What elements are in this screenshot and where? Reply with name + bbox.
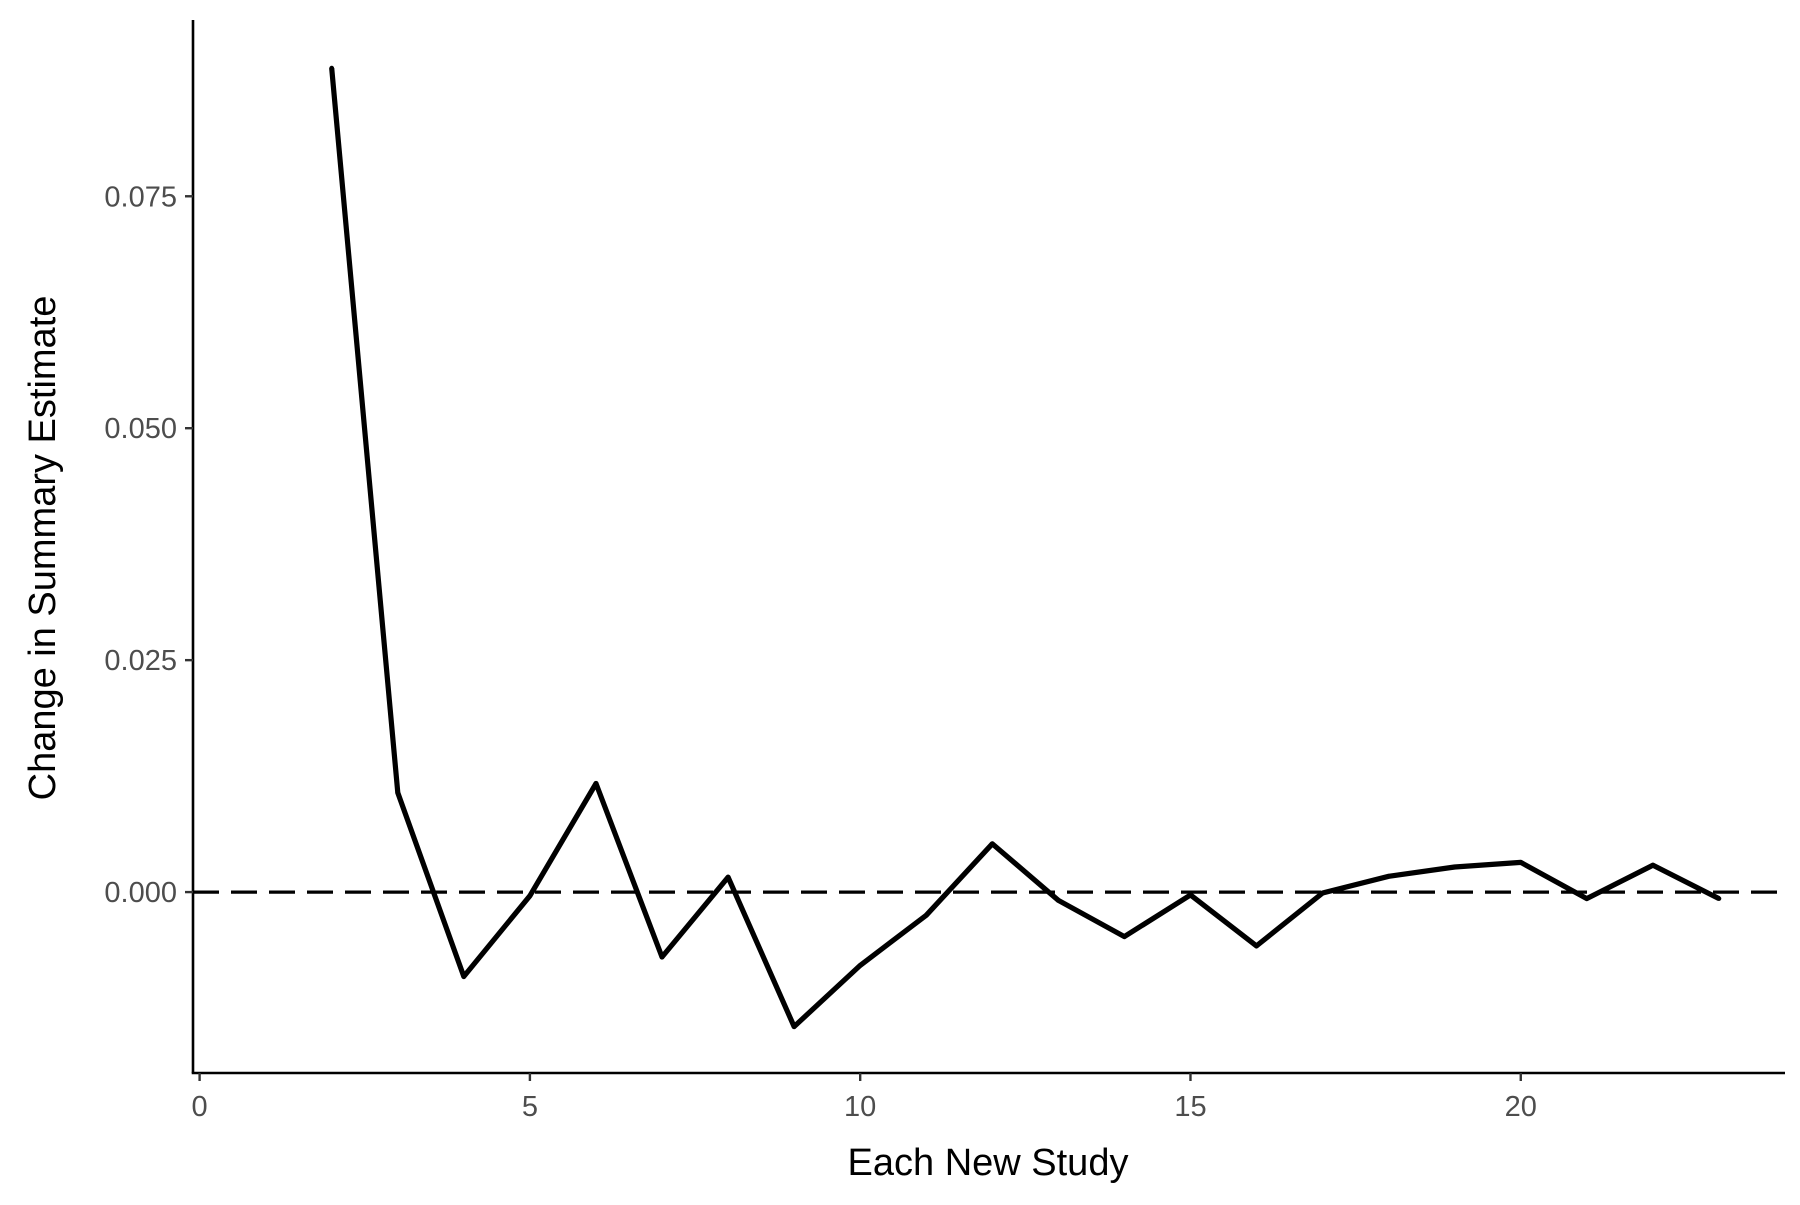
y-axis-title: Change in Summary Estimate xyxy=(22,296,64,801)
tick-layer: 0 5 10 15 20 0.000 0.025 0.050 0.075 xyxy=(104,181,1536,1123)
data-point-0-8 xyxy=(725,874,731,880)
data-point-0-11 xyxy=(923,912,929,918)
data-point-0-20 xyxy=(1518,860,1524,865)
x-tick-label-5: 5 xyxy=(522,1091,538,1123)
x-tick-label-15: 15 xyxy=(1174,1091,1206,1123)
x-tick-label-20: 20 xyxy=(1505,1091,1537,1123)
data-point-0-23 xyxy=(1716,896,1722,901)
x-tick-label-0: 0 xyxy=(192,1091,208,1123)
data-point-0-17 xyxy=(1320,890,1325,896)
data-point-0-2 xyxy=(329,65,335,71)
series-layer xyxy=(329,65,1722,1030)
data-point-0-6 xyxy=(593,781,599,786)
data-point-0-9 xyxy=(791,1024,797,1029)
y-tick-label-0.025: 0.025 xyxy=(104,645,177,677)
data-point-0-5 xyxy=(527,893,533,899)
data-point-0-22 xyxy=(1650,862,1656,868)
y-tick-label-0.050: 0.050 xyxy=(104,413,177,445)
data-point-0-19 xyxy=(1452,864,1458,870)
y-tick-label-0.000: 0.000 xyxy=(104,877,177,909)
data-point-0-15 xyxy=(1188,892,1193,898)
data-point-0-10 xyxy=(857,963,863,968)
x-axis-title: Each New Study xyxy=(848,1142,1129,1184)
y-tick-label-0.075: 0.075 xyxy=(104,181,177,213)
data-point-0-7 xyxy=(659,954,665,960)
data-point-0-21 xyxy=(1584,896,1590,901)
data-point-0-3 xyxy=(395,790,401,796)
axes-layer xyxy=(191,20,1785,1075)
data-point-0-16 xyxy=(1254,943,1259,949)
data-point-0-14 xyxy=(1122,934,1127,939)
data-point-0-18 xyxy=(1386,873,1392,879)
series-line-change xyxy=(329,67,1721,1030)
data-point-0-13 xyxy=(1056,898,1061,903)
data-point-0-4 xyxy=(461,974,467,979)
data-point-0-12 xyxy=(989,841,995,847)
x-tick-label-10: 10 xyxy=(844,1091,876,1123)
